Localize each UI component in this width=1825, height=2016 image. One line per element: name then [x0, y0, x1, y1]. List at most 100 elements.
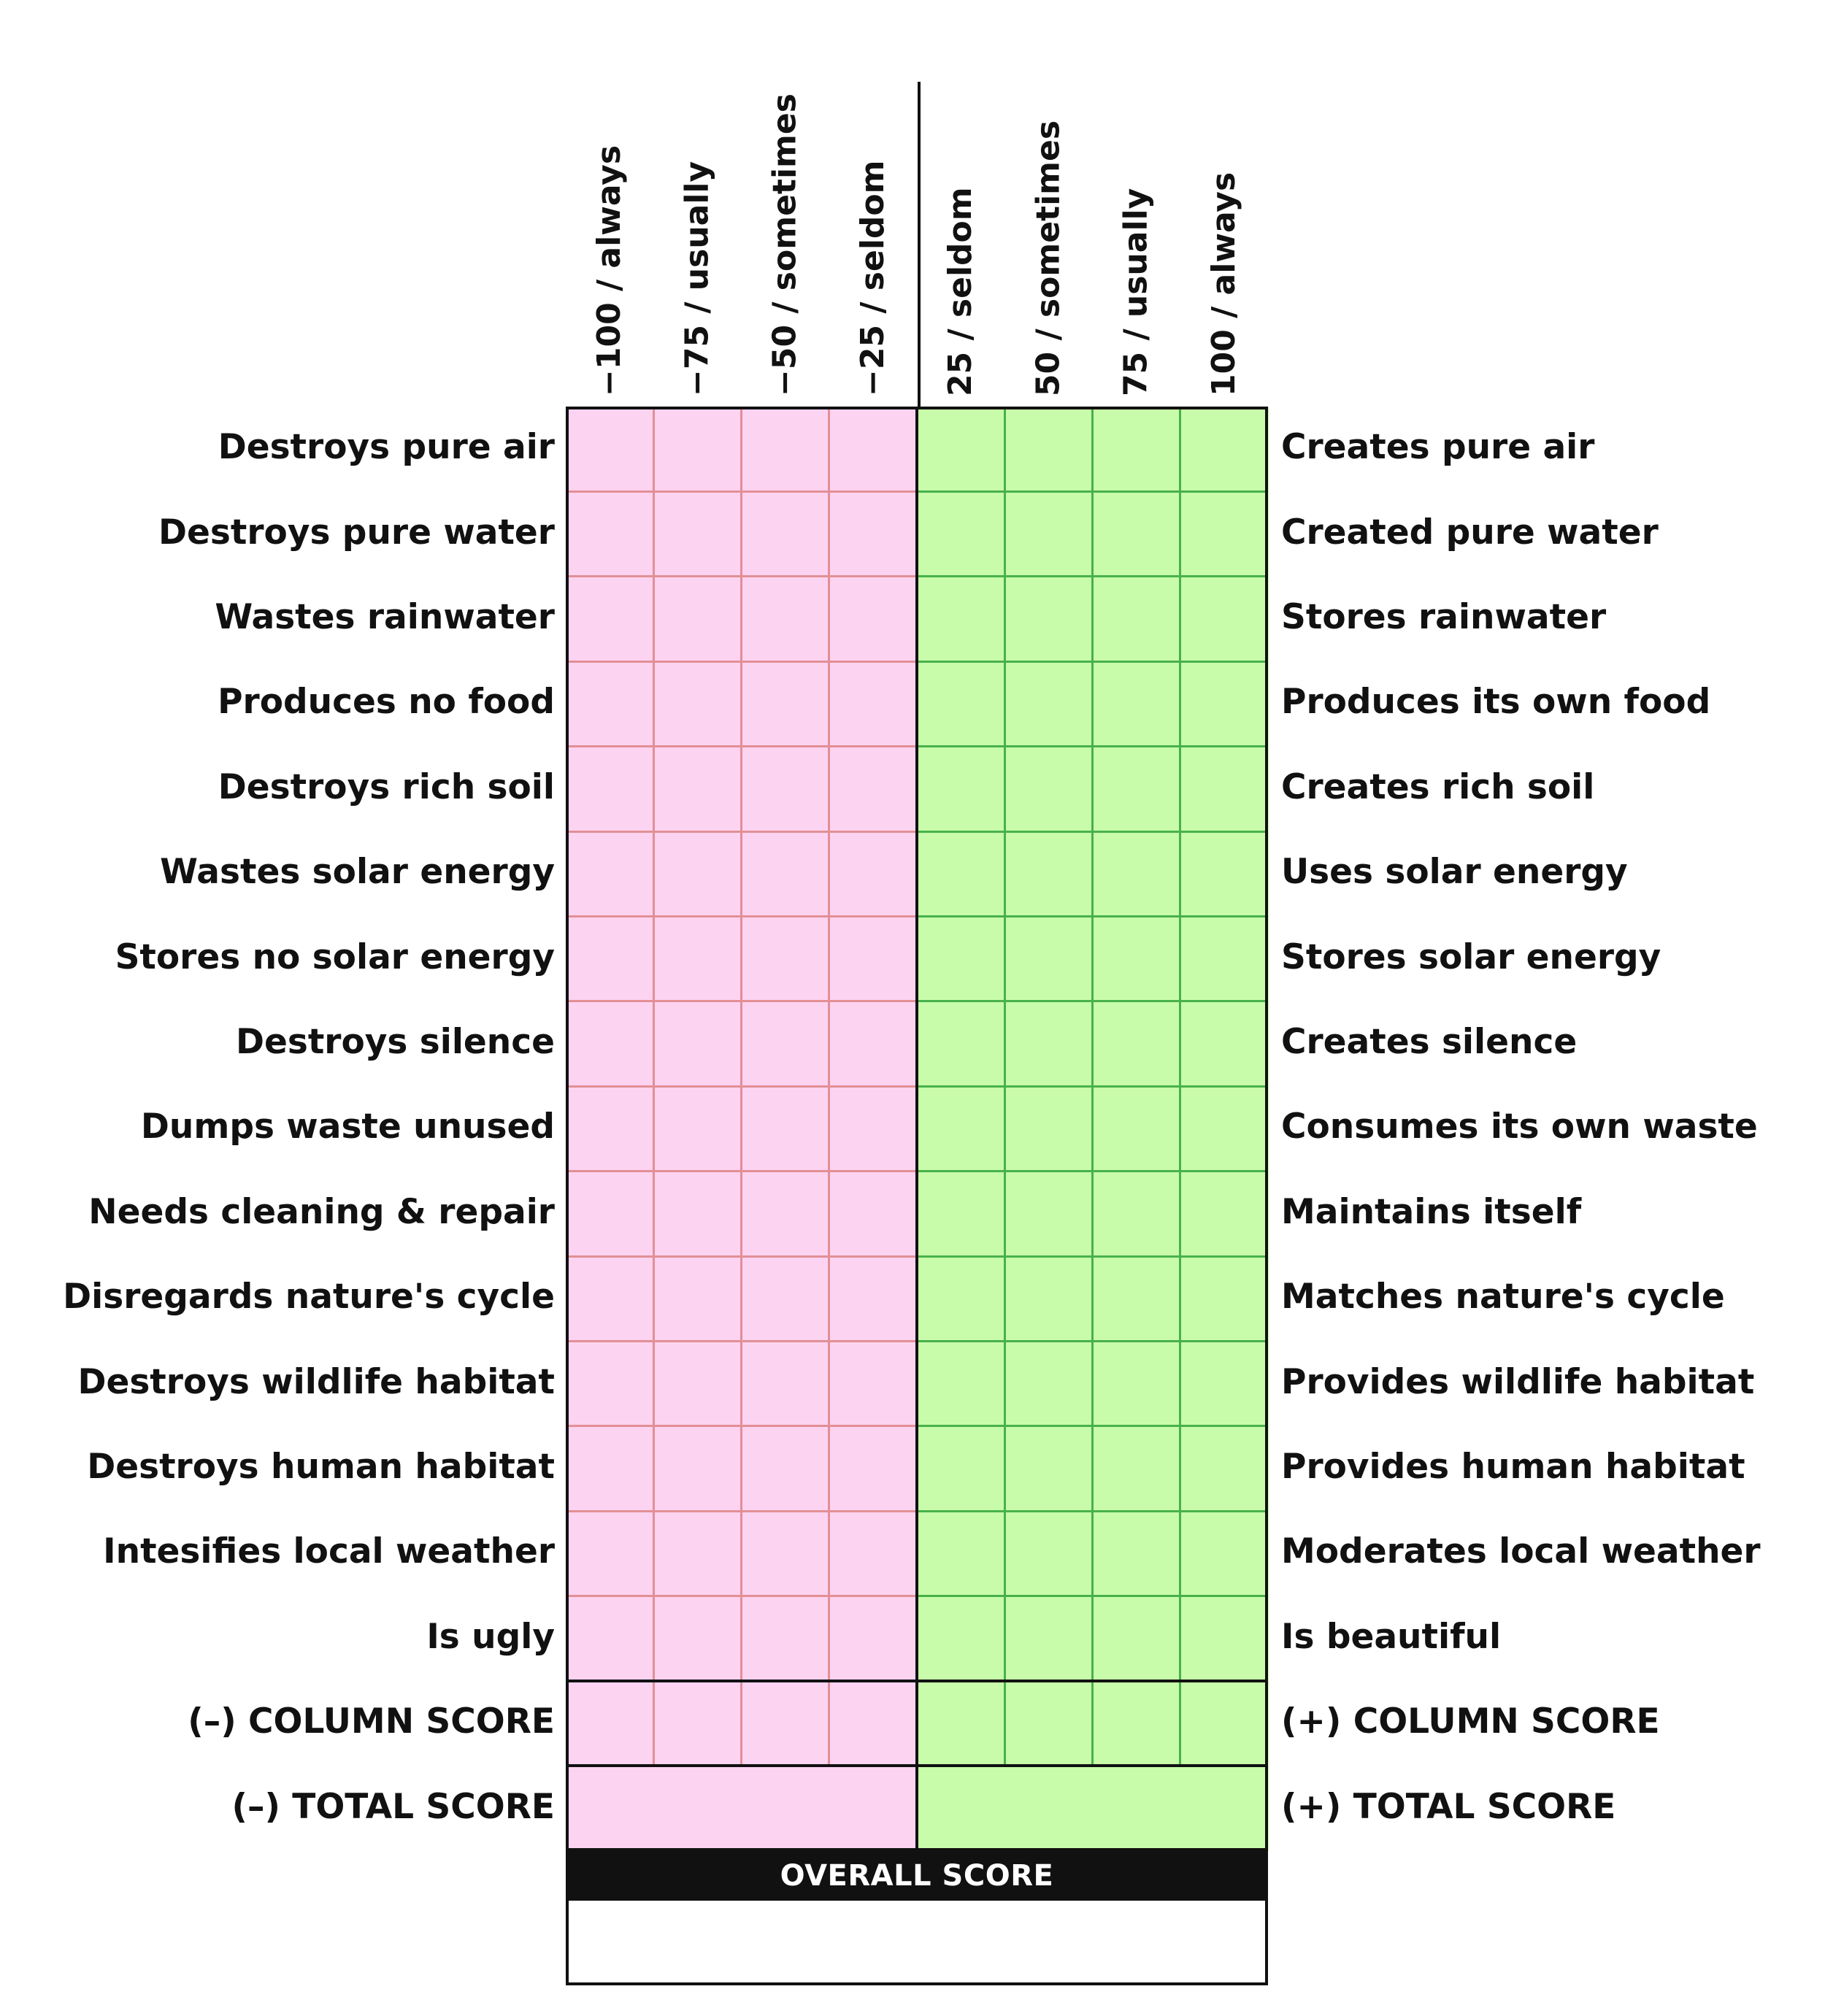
column-score-cell[interactable]	[1180, 1681, 1269, 1766]
score-cell[interactable]	[917, 1511, 1005, 1597]
column-score-cell[interactable]	[1004, 1681, 1093, 1766]
score-cell[interactable]	[1180, 1426, 1269, 1512]
score-cell[interactable]	[653, 1341, 742, 1427]
score-cell[interactable]	[741, 831, 830, 917]
score-cell[interactable]	[1180, 491, 1269, 577]
score-cell[interactable]	[741, 1511, 830, 1597]
score-cell[interactable]	[566, 1426, 654, 1512]
score-cell[interactable]	[1092, 831, 1181, 917]
score-cell[interactable]	[653, 1511, 742, 1597]
score-cell[interactable]	[1092, 407, 1181, 492]
score-cell[interactable]	[1180, 661, 1269, 747]
score-cell[interactable]	[829, 1511, 918, 1597]
score-cell[interactable]	[829, 1596, 918, 1682]
score-cell[interactable]	[566, 1171, 654, 1257]
score-cell[interactable]	[741, 491, 830, 577]
column-score-cell[interactable]	[1092, 1681, 1181, 1766]
score-cell[interactable]	[829, 1426, 918, 1512]
score-cell[interactable]	[1004, 1426, 1093, 1512]
score-cell[interactable]	[653, 1596, 742, 1682]
score-cell[interactable]	[829, 1001, 918, 1087]
score-cell[interactable]	[1004, 746, 1093, 832]
score-cell[interactable]	[829, 1256, 918, 1342]
score-cell[interactable]	[917, 1001, 1005, 1087]
score-cell[interactable]	[1092, 1256, 1181, 1342]
score-cell[interactable]	[741, 1596, 830, 1682]
score-cell[interactable]	[1180, 831, 1269, 917]
score-cell[interactable]	[1004, 1001, 1093, 1087]
score-cell[interactable]	[917, 1256, 1005, 1342]
score-cell[interactable]	[653, 407, 742, 492]
score-cell[interactable]	[917, 1086, 1005, 1172]
score-cell[interactable]	[741, 1086, 830, 1172]
column-score-cell[interactable]	[653, 1681, 742, 1766]
score-cell[interactable]	[1180, 576, 1269, 662]
score-cell[interactable]	[829, 1341, 918, 1427]
score-cell[interactable]	[741, 1171, 830, 1257]
score-cell[interactable]	[1004, 407, 1093, 492]
score-cell[interactable]	[1180, 407, 1269, 492]
score-cell[interactable]	[917, 916, 1005, 1002]
score-cell[interactable]	[829, 831, 918, 917]
score-cell[interactable]	[566, 746, 654, 832]
positive-total-cell[interactable]	[917, 1766, 1269, 1852]
score-cell[interactable]	[1004, 661, 1093, 747]
score-cell[interactable]	[566, 661, 654, 747]
score-cell[interactable]	[917, 746, 1005, 832]
score-cell[interactable]	[917, 1171, 1005, 1257]
score-cell[interactable]	[1180, 746, 1269, 832]
score-cell[interactable]	[566, 831, 654, 917]
score-cell[interactable]	[1004, 576, 1093, 662]
score-cell[interactable]	[566, 1596, 654, 1682]
overall-score-box[interactable]	[566, 1900, 1268, 1985]
score-cell[interactable]	[1004, 491, 1093, 577]
score-cell[interactable]	[653, 1256, 742, 1342]
score-cell[interactable]	[1180, 1341, 1269, 1427]
score-cell[interactable]	[1092, 1086, 1181, 1172]
score-cell[interactable]	[1092, 661, 1181, 747]
score-cell[interactable]	[566, 407, 654, 492]
score-cell[interactable]	[829, 491, 918, 577]
score-cell[interactable]	[566, 1086, 654, 1172]
score-cell[interactable]	[653, 746, 742, 832]
score-cell[interactable]	[653, 1426, 742, 1512]
score-cell[interactable]	[566, 1341, 654, 1427]
score-cell[interactable]	[566, 576, 654, 662]
score-cell[interactable]	[1004, 1511, 1093, 1597]
score-cell[interactable]	[1004, 1596, 1093, 1682]
score-cell[interactable]	[1092, 1596, 1181, 1682]
score-cell[interactable]	[653, 491, 742, 577]
score-cell[interactable]	[741, 1256, 830, 1342]
column-score-cell[interactable]	[917, 1681, 1005, 1766]
score-cell[interactable]	[741, 1001, 830, 1087]
score-cell[interactable]	[1180, 1171, 1269, 1257]
score-cell[interactable]	[1180, 1596, 1269, 1682]
score-cell[interactable]	[653, 1001, 742, 1087]
score-cell[interactable]	[566, 916, 654, 1002]
score-cell[interactable]	[1004, 1256, 1093, 1342]
score-cell[interactable]	[741, 576, 830, 662]
score-cell[interactable]	[566, 491, 654, 577]
score-cell[interactable]	[1180, 1256, 1269, 1342]
score-cell[interactable]	[917, 407, 1005, 492]
score-cell[interactable]	[1180, 1001, 1269, 1087]
score-cell[interactable]	[741, 1426, 830, 1512]
score-cell[interactable]	[566, 1001, 654, 1087]
score-cell[interactable]	[917, 1596, 1005, 1682]
score-cell[interactable]	[1004, 916, 1093, 1002]
score-cell[interactable]	[917, 661, 1005, 747]
score-cell[interactable]	[741, 661, 830, 747]
score-cell[interactable]	[741, 746, 830, 832]
score-cell[interactable]	[1092, 1511, 1181, 1597]
column-score-cell[interactable]	[566, 1681, 654, 1766]
score-cell[interactable]	[741, 407, 830, 492]
score-cell[interactable]	[653, 831, 742, 917]
score-cell[interactable]	[917, 1341, 1005, 1427]
column-score-cell[interactable]	[741, 1681, 830, 1766]
score-cell[interactable]	[917, 831, 1005, 917]
score-cell[interactable]	[917, 576, 1005, 662]
score-cell[interactable]	[1092, 576, 1181, 662]
score-cell[interactable]	[1004, 1086, 1093, 1172]
score-cell[interactable]	[1180, 916, 1269, 1002]
score-cell[interactable]	[917, 491, 1005, 577]
